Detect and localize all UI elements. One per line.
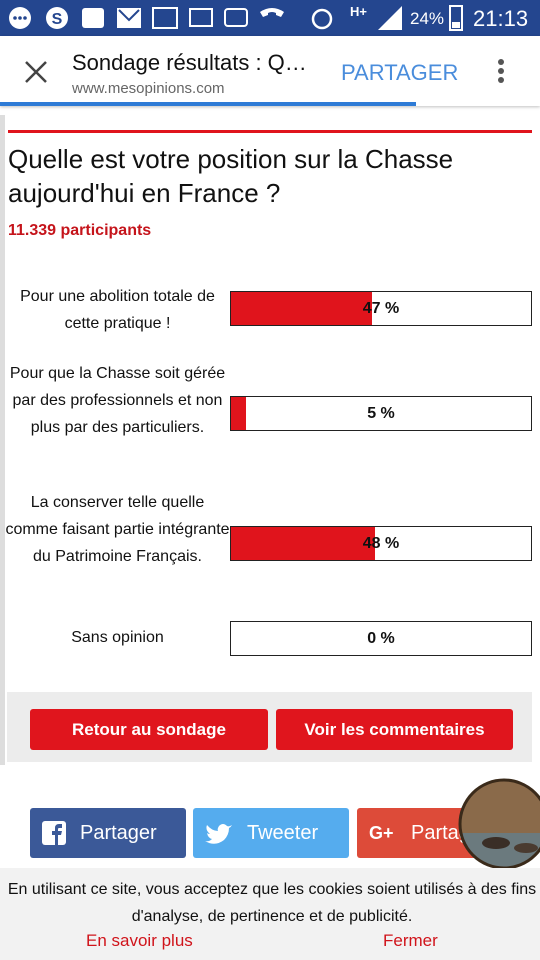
bar xyxy=(231,292,372,325)
close-link[interactable]: Fermer xyxy=(383,931,438,950)
profile-badge xyxy=(458,778,540,870)
more-link[interactable]: En savoir plus xyxy=(86,931,193,950)
url: www.mesopinions.com xyxy=(72,80,225,97)
bar-track: 5 % xyxy=(230,396,532,431)
side-border xyxy=(0,115,5,765)
share-button[interactable]: PARTAGER xyxy=(341,60,459,85)
value-label: 47 % xyxy=(362,299,400,317)
option-label: Pour que la Chasse soit gérée par des pr… xyxy=(9,365,226,436)
comments-button[interactable]: Voir les commentaires xyxy=(276,709,513,750)
option-label: La conserver telle quelle comme faisant … xyxy=(5,494,230,565)
network-label: H+ xyxy=(350,4,367,19)
bar-track: 48 % xyxy=(230,526,532,561)
facebook-share[interactable]: Partager xyxy=(30,808,186,858)
status-bar: S H+ 24% 21:13 xyxy=(0,0,540,36)
option-label: Pour une abolition totale de cette prati… xyxy=(20,288,215,332)
battery-label: 24% xyxy=(410,9,445,28)
close-button[interactable] xyxy=(24,60,48,84)
progress-bar xyxy=(0,102,416,106)
value-label: 0 % xyxy=(367,629,395,647)
bar-track: 47 % xyxy=(230,291,532,326)
social-label: Partager xyxy=(80,821,157,844)
social-label: Tweeter xyxy=(247,821,319,844)
google-icon: G+ xyxy=(369,823,394,843)
menu-button[interactable] xyxy=(494,58,508,86)
twitter-icon xyxy=(205,824,232,844)
question: Quelle est votre position sur la Chasse … xyxy=(8,144,454,208)
bar-track: 0 % xyxy=(230,621,532,656)
cookie-banner: En utilisant ce site, vous acceptez que … xyxy=(0,868,540,960)
facebook-icon xyxy=(42,821,66,845)
cookie-text: En utilisant ce site, vous acceptez que … xyxy=(7,881,537,925)
value-label: 5 % xyxy=(367,404,395,422)
toolbar: Sondage résultats : Q… www.mesopinions.c… xyxy=(0,36,540,106)
option-label: Sans opinion xyxy=(71,629,164,646)
tab-title: Sondage résultats : Q… xyxy=(72,50,307,75)
bar xyxy=(231,527,375,560)
clock: 21:13 xyxy=(473,6,529,31)
divider xyxy=(8,130,532,133)
value-label: 48 % xyxy=(362,534,400,552)
participants: 11.339 participants xyxy=(8,222,152,239)
bar xyxy=(231,397,246,430)
status-icons: S xyxy=(9,5,463,31)
svg-text:G+: G+ xyxy=(369,823,394,843)
back-button[interactable]: Retour au sondage xyxy=(30,709,268,750)
svg-text:S: S xyxy=(52,11,63,28)
twitter-share[interactable]: Tweeter xyxy=(193,808,349,858)
